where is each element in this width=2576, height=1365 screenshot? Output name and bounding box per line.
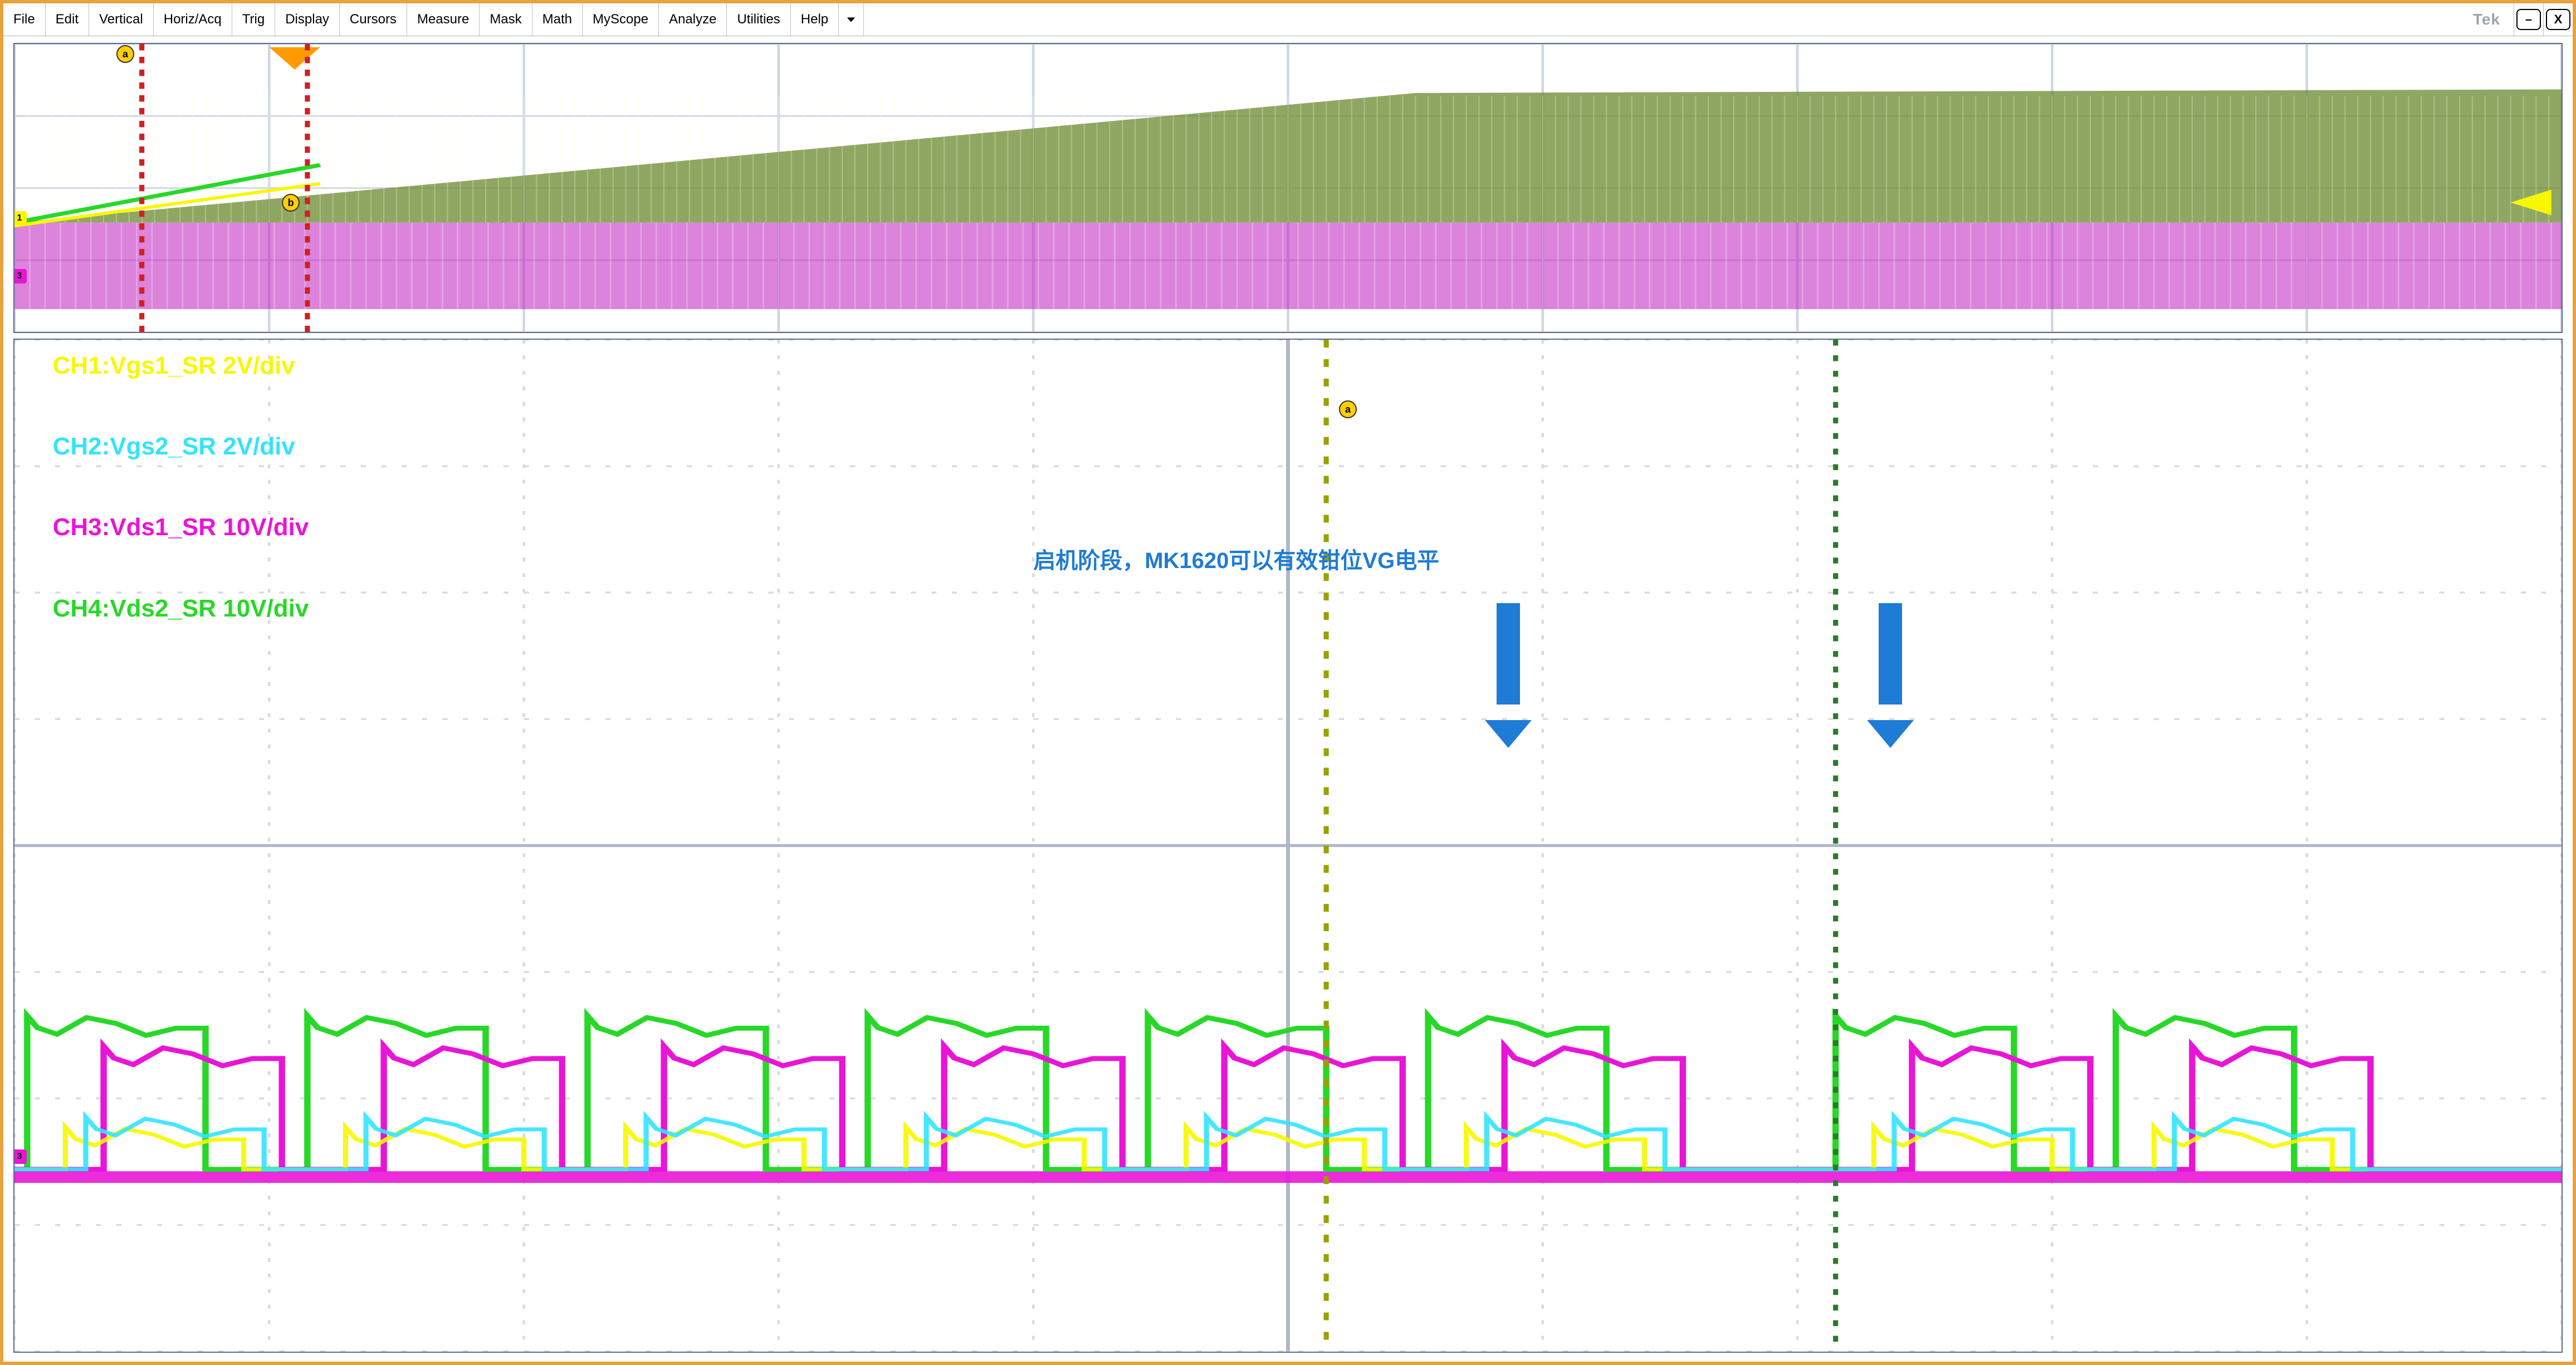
channel-indicator-ch3-detail[interactable]: 3 (13, 1149, 27, 1164)
detail-waveform-svg (14, 340, 2562, 1352)
close-button[interactable]: X (2543, 3, 2573, 36)
menu-item-file[interactable]: File (3, 3, 46, 36)
detail-panel[interactable]: 3 CH1:Vgs1_SR 2V/div CH2:Vgs2_SR 2V/div … (13, 339, 2563, 1353)
cursor-badge-a[interactable]: a (116, 45, 134, 63)
close-icon: X (2554, 12, 2563, 27)
channel-indicator-ch3[interactable]: 3 (13, 269, 27, 283)
brand-label: Tek (2460, 3, 2514, 36)
overview-panel[interactable]: 1 3 a b (13, 43, 2563, 333)
minimize-button[interactable]: – (2514, 3, 2543, 36)
chevron-down-icon (846, 16, 856, 23)
menu-item-utilities[interactable]: Utilities (727, 3, 790, 36)
menu-item-edit[interactable]: Edit (46, 3, 89, 36)
menu-item-horizacq[interactable]: Horiz/Acq (154, 3, 232, 36)
menu-item-cursors[interactable]: Cursors (340, 3, 407, 36)
menu-item-help[interactable]: Help (791, 3, 839, 36)
overview-waveform-svg (14, 44, 2562, 332)
menu-item-measure[interactable]: Measure (407, 3, 480, 36)
menu-item-myscope[interactable]: MyScope (583, 3, 659, 36)
menubar: FileEditVerticalHoriz/AcqTrigDisplayCurs… (3, 3, 2573, 36)
channel-indicator-ch1[interactable]: 1 (13, 211, 27, 226)
menu-item-trig[interactable]: Trig (232, 3, 275, 36)
menu-item-display[interactable]: Display (275, 3, 340, 36)
menu-item-analyze[interactable]: Analyze (659, 3, 727, 36)
menu-item-math[interactable]: Math (532, 3, 583, 36)
menu-item-vertical[interactable]: Vertical (89, 3, 154, 36)
menu-item-mask[interactable]: Mask (480, 3, 532, 36)
cursor-badge-b[interactable]: b (282, 194, 300, 212)
menu-dropdown-button[interactable] (839, 3, 864, 36)
scope-display: 1 3 a b 3 CH1:Vgs1_SR 2V/div CH2:Vgs2_SR… (3, 36, 2573, 1362)
menubar-spacer (864, 3, 2460, 36)
minimize-icon: – (2525, 12, 2532, 27)
